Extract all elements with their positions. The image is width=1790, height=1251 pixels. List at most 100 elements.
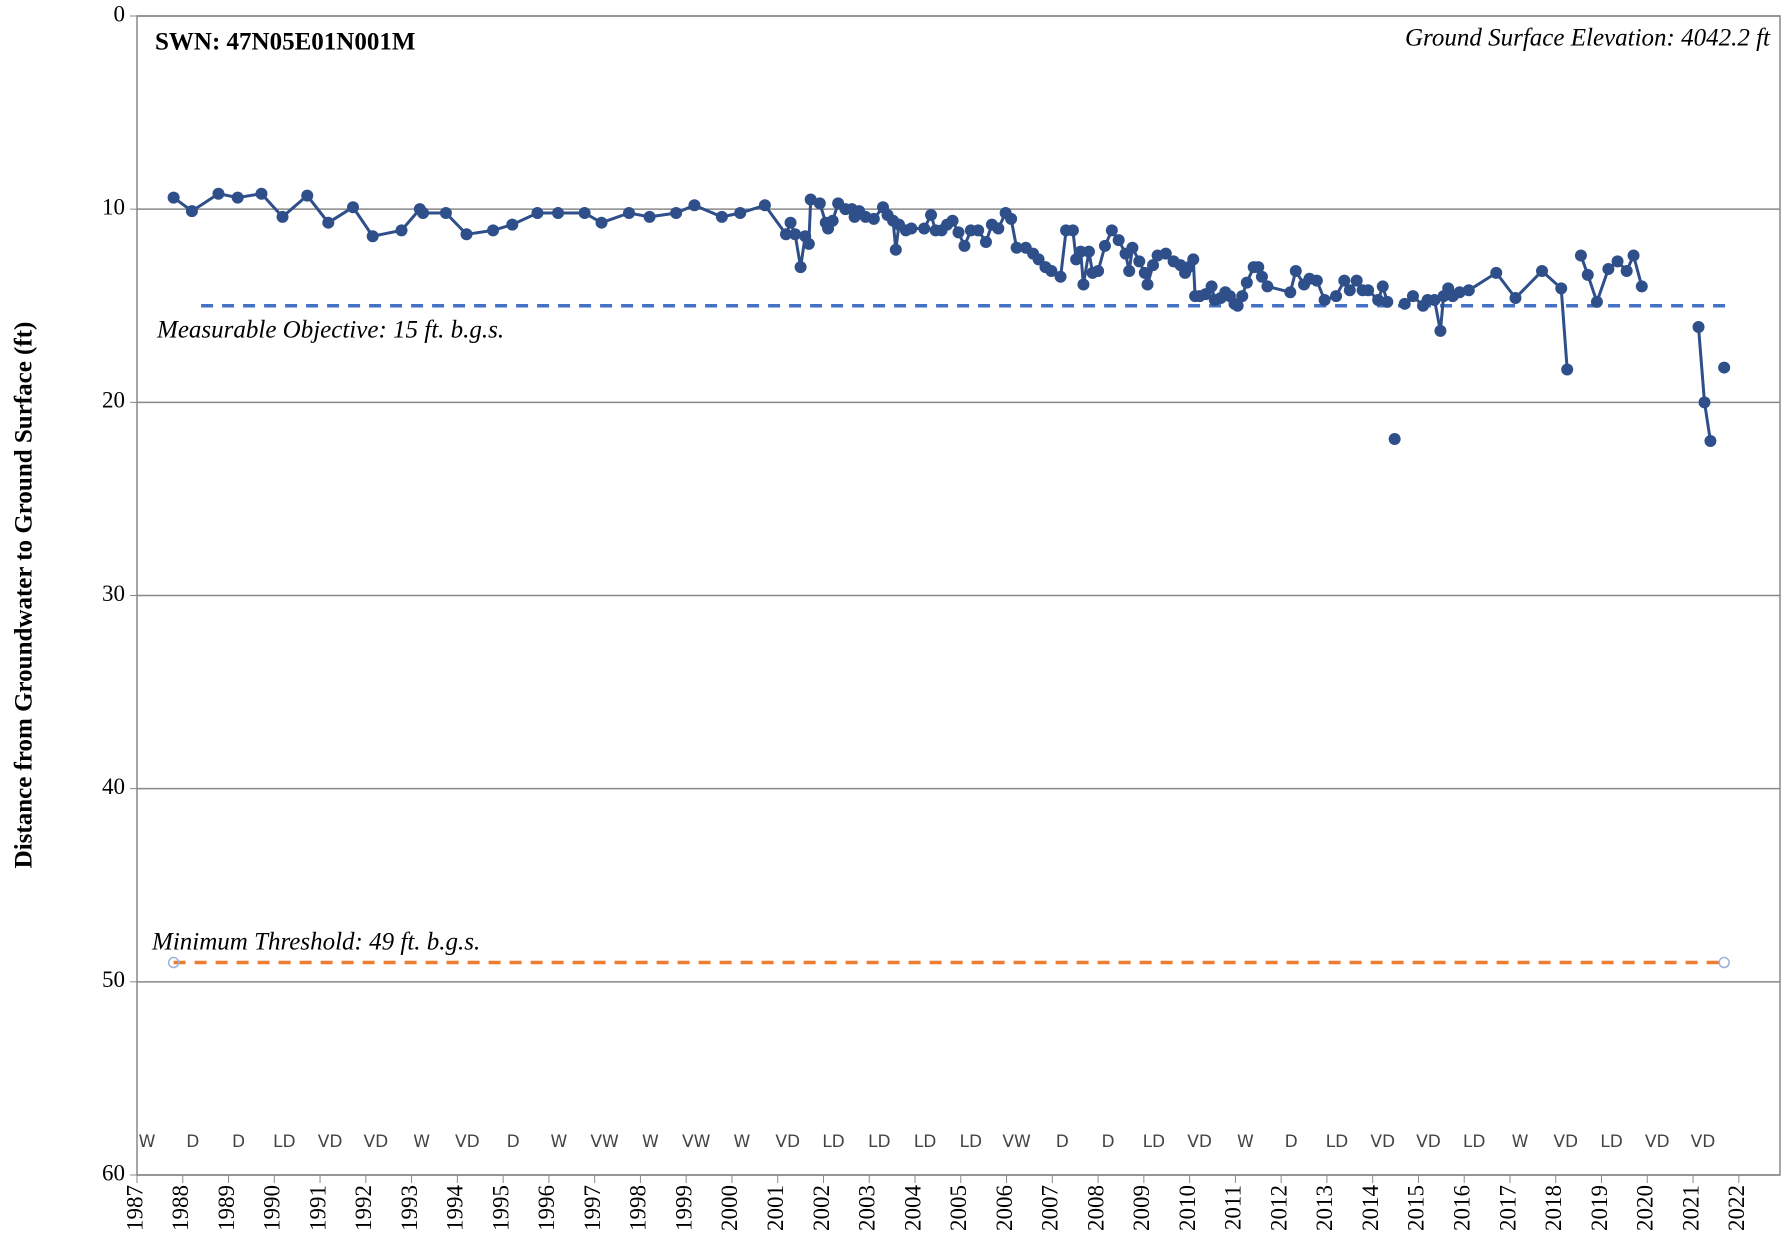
season-label: VW xyxy=(1002,1132,1031,1152)
data-point xyxy=(779,228,792,241)
x-tick-label: 1990 xyxy=(260,1185,285,1231)
data-point xyxy=(231,191,244,204)
data-point xyxy=(1406,290,1419,303)
data-point xyxy=(1123,264,1136,277)
season-label: VD xyxy=(775,1132,800,1152)
y-tick-label: 10 xyxy=(102,194,125,219)
x-tick-label: 2011 xyxy=(1221,1185,1246,1230)
data-point xyxy=(1231,299,1244,312)
season-label: VD xyxy=(363,1132,388,1152)
season-label: VD xyxy=(1416,1132,1441,1152)
season-label: D xyxy=(1056,1132,1069,1152)
season-label: VD xyxy=(1645,1132,1670,1152)
data-point xyxy=(715,210,728,223)
data-point xyxy=(301,189,314,202)
data-point xyxy=(1581,268,1594,281)
season-label: W xyxy=(734,1132,751,1152)
data-point xyxy=(552,207,565,220)
season-label: W xyxy=(550,1132,567,1152)
data-point xyxy=(1338,274,1351,287)
season-label: W xyxy=(642,1132,659,1152)
data-point xyxy=(1350,274,1363,287)
x-tick-label: 2021 xyxy=(1678,1185,1703,1231)
y-tick-label: 60 xyxy=(102,1160,125,1185)
data-point xyxy=(1147,259,1160,272)
x-tick-label: 1988 xyxy=(168,1185,193,1231)
season-label: W xyxy=(413,1132,430,1152)
data-point xyxy=(1343,284,1356,297)
x-tick-label: 2009 xyxy=(1129,1185,1154,1231)
data-point xyxy=(794,261,807,274)
data-point xyxy=(1159,247,1172,260)
data-point xyxy=(212,187,225,200)
x-tick-label: 1992 xyxy=(351,1185,376,1231)
season-label: W xyxy=(139,1132,156,1152)
x-tick-label: 2019 xyxy=(1587,1185,1612,1231)
data-point xyxy=(1561,363,1574,376)
data-point xyxy=(1112,234,1125,247)
data-point xyxy=(1045,264,1058,277)
data-point xyxy=(958,239,971,252)
x-tick-label: 2013 xyxy=(1312,1185,1337,1231)
x-tick-label: 2017 xyxy=(1495,1185,1520,1231)
season-label: VD xyxy=(1187,1132,1212,1152)
data-point xyxy=(758,199,771,212)
data-point xyxy=(1381,295,1394,308)
x-tick-label: 1999 xyxy=(671,1185,696,1231)
data-point xyxy=(347,201,360,214)
data-point xyxy=(1398,297,1411,310)
data-point xyxy=(1590,295,1603,308)
season-label: VD xyxy=(1691,1132,1716,1152)
x-tick-label: 2006 xyxy=(992,1185,1017,1231)
data-point xyxy=(276,210,289,223)
x-tick-label: 2002 xyxy=(809,1185,834,1231)
season-label: D xyxy=(1285,1132,1298,1152)
y-tick-label: 20 xyxy=(102,388,125,413)
data-point xyxy=(734,207,747,220)
data-point xyxy=(322,216,335,229)
data-point xyxy=(1428,293,1441,306)
data-point xyxy=(1453,286,1466,299)
data-point xyxy=(1082,245,1095,258)
data-point xyxy=(1240,276,1253,289)
data-point xyxy=(1318,293,1331,306)
data-point xyxy=(1098,239,1111,252)
x-tick-label: 1993 xyxy=(397,1185,422,1231)
data-point xyxy=(1284,286,1297,299)
x-tick-label: 2020 xyxy=(1633,1185,1658,1231)
data-point xyxy=(1555,282,1568,295)
data-point xyxy=(1434,324,1447,337)
data-point xyxy=(784,216,797,229)
data-point xyxy=(789,228,802,241)
data-point xyxy=(1092,264,1105,277)
season-label: VW xyxy=(682,1132,711,1152)
y-tick-label: 0 xyxy=(114,1,126,26)
data-point xyxy=(366,230,379,243)
x-tick-label: 1991 xyxy=(305,1185,330,1231)
x-tick-label: 2015 xyxy=(1404,1185,1429,1231)
season-label: LD xyxy=(1143,1132,1166,1152)
data-point xyxy=(1126,241,1139,254)
data-point xyxy=(1054,270,1067,283)
data-point xyxy=(972,224,985,237)
data-point xyxy=(1105,224,1118,237)
season-label: D xyxy=(507,1132,520,1152)
data-point xyxy=(439,207,452,220)
season-label: VD xyxy=(1553,1132,1578,1152)
data-point xyxy=(1077,278,1090,291)
data-point xyxy=(185,205,198,218)
data-point xyxy=(889,243,902,256)
x-tick-label: 1989 xyxy=(214,1185,239,1231)
data-point xyxy=(1187,253,1200,266)
x-tick-label: 2000 xyxy=(717,1185,742,1231)
x-tick-label: 1998 xyxy=(626,1185,651,1231)
season-label: D xyxy=(1102,1132,1115,1152)
data-point xyxy=(1376,280,1389,293)
data-point xyxy=(1138,266,1151,279)
data-point xyxy=(952,226,965,239)
season-label: LD xyxy=(1600,1132,1623,1152)
x-tick-label: 2003 xyxy=(855,1185,880,1231)
x-tick-label: 1987 xyxy=(122,1185,147,1231)
data-point xyxy=(487,224,500,237)
reference-end xyxy=(167,956,180,969)
